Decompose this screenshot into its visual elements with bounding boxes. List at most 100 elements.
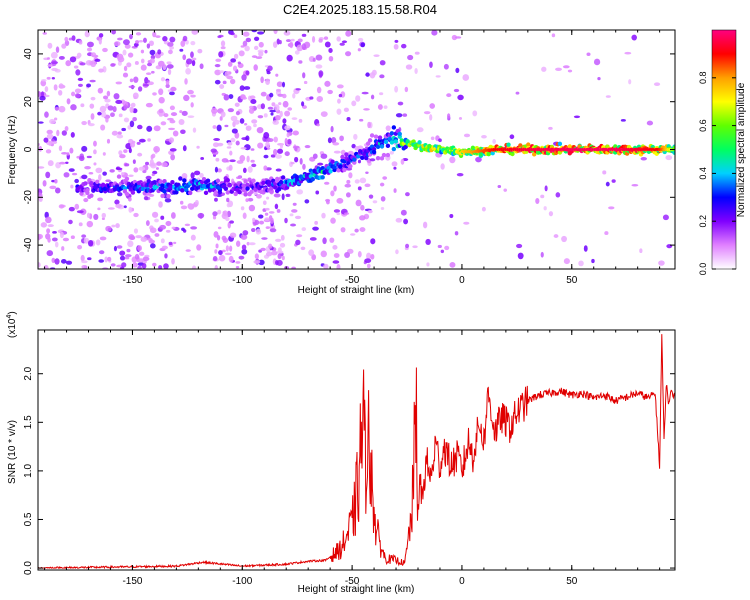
spectrogram-cell — [333, 150, 341, 154]
spectrogram-cell — [153, 145, 161, 153]
spectrogram-cell — [517, 252, 524, 260]
spectrogram-cell — [516, 243, 523, 249]
spectrogram-ridge-cell — [188, 190, 193, 196]
spectrogram-cell — [128, 174, 134, 178]
spectrogram-cell — [221, 158, 229, 163]
spectrogram-cell — [274, 238, 282, 242]
spectrogram-cell — [83, 198, 89, 203]
spectrogram-cell — [151, 70, 155, 74]
spectrogram-cell — [266, 196, 270, 200]
spectrogram-cell — [361, 91, 369, 95]
spectrogram-cell — [301, 101, 305, 107]
spectrogram-cell — [248, 242, 256, 246]
colorbar-tick-label: 0.6 — [698, 119, 708, 132]
spectrogram-cell — [359, 177, 367, 184]
spectrogram-cell — [145, 102, 153, 108]
spectrogram-cell — [330, 190, 335, 197]
spectrogram-cell — [242, 40, 248, 47]
spectrogram-cell — [231, 128, 238, 134]
spectrogram-cell — [182, 229, 187, 233]
spectrogram-cell — [260, 91, 267, 97]
snr-xtick-label: 0 — [459, 576, 465, 587]
spectrogram-cell — [123, 65, 128, 72]
spectrogram-cell — [151, 211, 159, 218]
spectrogram-cell — [110, 112, 115, 118]
spectrogram-cell — [292, 202, 297, 206]
spectrogram-cell — [449, 262, 456, 268]
spectrogram-cell — [90, 52, 97, 58]
spectrogram-cell — [165, 83, 170, 89]
spectrogram-cell — [124, 163, 130, 167]
spectrogram-cell — [346, 179, 351, 184]
spectrogram-cell — [117, 56, 125, 63]
spectrogram-ridge-cell — [385, 152, 391, 158]
spectrogram-cell — [611, 179, 616, 183]
spectrogram-cell — [430, 136, 435, 141]
spectrogram-ridge-cell — [140, 186, 145, 192]
spectrogram-cell — [87, 239, 94, 247]
spectrogram-cell — [179, 110, 183, 114]
spectrogram-cell — [246, 155, 250, 163]
spectrogram-cell — [277, 148, 284, 154]
spectrogram-cell — [355, 199, 362, 207]
spectrogram-cell — [354, 228, 359, 233]
spectrogram-cell — [157, 60, 165, 67]
spectrogram-cell — [456, 173, 464, 177]
spectrogram-cell — [363, 108, 370, 111]
spectrogram-cell — [251, 30, 257, 33]
spectrogram-cell — [330, 125, 334, 133]
spectrogram-cell — [303, 80, 308, 85]
spectrogram-cell — [168, 241, 173, 246]
spectrogram-ridge-cell — [83, 181, 88, 186]
spectrogram-cell — [154, 218, 159, 223]
spectrogram-cell — [219, 84, 225, 90]
spectrogram-cell — [97, 197, 103, 202]
spectrogram-ridge-cell — [377, 135, 383, 140]
spectrogram-cell — [158, 201, 163, 208]
spectrogram-cell — [404, 86, 409, 93]
spectrogram-cell — [301, 227, 307, 232]
spectrogram-cell — [425, 238, 431, 246]
spectrogram-cell — [164, 198, 172, 203]
spectrogram-cell — [394, 39, 399, 43]
spectrogram-cell — [665, 155, 673, 161]
spectrogram-ridge-cell — [486, 151, 491, 157]
spectrogram-ridge-cell — [379, 156, 385, 161]
spectrogram-ridge-cell — [215, 178, 221, 183]
spectrogram-cell — [345, 192, 351, 198]
spectrogram-cell — [81, 120, 87, 126]
spectrogram-cell — [133, 212, 139, 218]
spectrogram-cell — [81, 174, 88, 180]
spectrogram-cell — [140, 58, 145, 64]
spectrogram-cell — [497, 184, 502, 189]
spectrogram-cell — [301, 33, 307, 37]
spectrogram-cell — [147, 138, 151, 142]
spectrogram-xtick-label: -100 — [232, 275, 252, 286]
spectrogram-cell — [73, 65, 79, 69]
spectrogram-ridge-cell — [162, 179, 167, 184]
spectrogram-cell — [47, 224, 54, 228]
spectrogram-cell — [66, 98, 71, 105]
spectrogram-cell — [90, 96, 96, 101]
spectrogram-cell — [121, 127, 126, 132]
spectrogram-cell — [116, 134, 124, 139]
spectrogram-cell — [278, 40, 282, 45]
spectrogram-cell — [277, 253, 282, 260]
spectrogram-cell — [284, 217, 288, 224]
spectrogram-cell — [541, 66, 547, 72]
spectrogram-cell — [90, 60, 97, 68]
spectrogram-cell — [366, 252, 372, 260]
spectrogram-cell — [274, 104, 280, 111]
spectrogram-ridge-cell — [89, 180, 94, 186]
spectrogram-cell — [357, 186, 362, 191]
spectrogram-cell — [290, 161, 295, 165]
spectrogram-cell — [283, 30, 291, 36]
spectrogram-cell — [314, 220, 318, 225]
spectrogram-cell — [245, 70, 250, 76]
spectrogram-ylabel: Frequency (Hz) — [7, 116, 18, 185]
spectrogram-cell — [127, 196, 132, 202]
spectrogram-cell — [167, 68, 172, 76]
spectrogram-cell — [135, 235, 142, 239]
spectrogram-cell — [106, 90, 111, 97]
spectrogram-cell — [311, 35, 316, 43]
